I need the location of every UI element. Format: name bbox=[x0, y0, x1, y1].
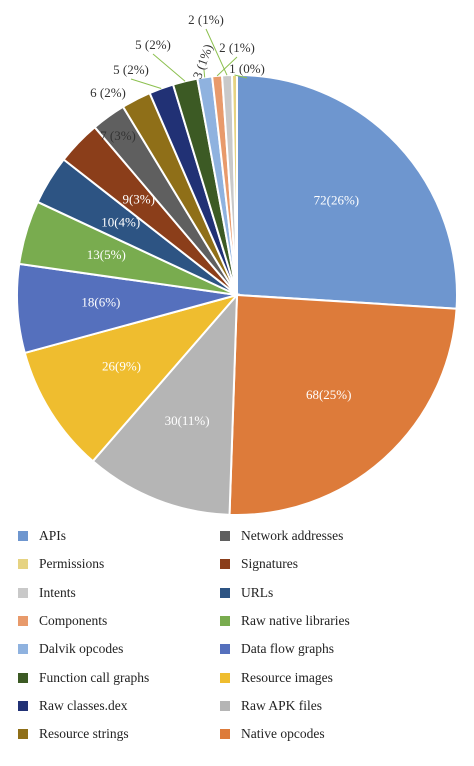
slice-label-components: 2 (1%) bbox=[219, 40, 255, 55]
legend-item-intents: Intents bbox=[18, 585, 76, 601]
pie-chart: 72(26%) 68(25%) 30(11%) 26(9%) 18(6%) 13(5%) 1… bbox=[16, 12, 458, 516]
pie-slices bbox=[16, 73, 458, 516]
legend-swatch bbox=[18, 644, 28, 655]
legend-swatch bbox=[220, 729, 230, 740]
legend-swatch bbox=[220, 672, 230, 683]
slice-label-intents: 2 (1%) bbox=[188, 12, 224, 27]
legend-label: Permissions bbox=[39, 556, 105, 572]
slice-label-function-call-graphs: 5 (2%) bbox=[135, 37, 171, 52]
legend-swatch bbox=[18, 587, 28, 598]
legend-swatch bbox=[220, 531, 230, 541]
legend-label: Raw native libraries bbox=[241, 612, 350, 628]
legend-item-raw-apk-files: Raw APK files bbox=[220, 698, 322, 714]
slice-label-raw-native-libraries: 13(5%) bbox=[87, 247, 126, 262]
legend-item-apis: APIs bbox=[18, 528, 66, 544]
legend-swatch bbox=[220, 700, 230, 711]
pie-slice-resource-images bbox=[23, 293, 240, 463]
slice-label-native-opcodes: 68(25%) bbox=[306, 387, 352, 402]
slice-label-resource-strings: 6 (2%) bbox=[90, 85, 126, 100]
pie-slice-apis bbox=[236, 73, 458, 310]
pie-slice-native-opcodes bbox=[228, 293, 458, 516]
leader-line-components bbox=[216, 56, 238, 77]
legend-item-permissions: Permissions bbox=[18, 556, 104, 572]
legend-label: Dalvik opcodes bbox=[39, 641, 124, 657]
legend-swatch bbox=[18, 559, 28, 570]
legend-item-components: Components bbox=[18, 613, 107, 629]
legend-label: URLs bbox=[241, 584, 274, 600]
legend-label: Resource images bbox=[241, 669, 333, 685]
slice-label-dalvik-opcodes: 3 (1%) bbox=[189, 42, 215, 81]
legend-item-dalvik-opcodes: Dalvik opcodes bbox=[18, 641, 123, 657]
legend-item-resource-images: Resource images bbox=[220, 670, 333, 686]
legend-item-resource-strings: Resource strings bbox=[18, 726, 129, 742]
legend-label: Function call graphs bbox=[39, 669, 150, 685]
legend-item-urls: URLs bbox=[220, 585, 273, 601]
legend-swatch bbox=[220, 587, 230, 598]
legend-swatch bbox=[18, 531, 28, 541]
legend-label: Components bbox=[39, 612, 108, 628]
legend-swatch bbox=[220, 615, 230, 626]
slice-labels: 72(26%) 68(25%) 30(11%) 26(9%) 18(6%) 13(5%) 1… bbox=[81, 12, 359, 428]
legend-swatch bbox=[18, 672, 28, 683]
legend-label: Raw APK files bbox=[241, 697, 322, 713]
slice-label-apis: 72(26%) bbox=[314, 193, 360, 208]
slice-label-permissions: 1 (0%) bbox=[229, 61, 265, 76]
legend-label: Network addresses bbox=[241, 528, 344, 543]
slice-label-signatures: 9(3%) bbox=[122, 191, 155, 206]
legend-item-function-call-graphs: Function call graphs bbox=[18, 670, 149, 686]
slice-label-resource-images: 26(9%) bbox=[102, 359, 141, 374]
slice-label-raw-classes-dex: 5 (2%) bbox=[113, 62, 149, 77]
slice-label-urls: 10(4%) bbox=[101, 215, 140, 230]
pie-slice-raw-apk-files bbox=[91, 292, 239, 516]
legend-swatch bbox=[18, 729, 28, 740]
leader-line-dalvik-opcodes bbox=[203, 69, 206, 78]
leader-line-intents bbox=[205, 28, 228, 76]
slice-label-network-addresses: 7 (3%) bbox=[100, 128, 136, 143]
legend-item-raw-classes-dex: Raw classes.dex bbox=[18, 698, 127, 714]
leader-line-permissions bbox=[234, 74, 248, 79]
legend-item-data-flow-graphs: Data flow graphs bbox=[220, 641, 334, 657]
leader-line-function-call-graphs bbox=[152, 53, 186, 82]
legend-swatch bbox=[220, 644, 230, 655]
legend-swatch bbox=[220, 559, 230, 570]
legend-label: Intents bbox=[39, 584, 76, 600]
legend-item-native-opcodes: Native opcodes bbox=[220, 726, 325, 742]
slice-label-raw-apk-files: 30(11%) bbox=[165, 413, 210, 428]
legend-label: Data flow graphs bbox=[241, 641, 334, 657]
legend-label: Raw classes.dex bbox=[39, 697, 128, 713]
legend-swatch bbox=[18, 700, 28, 711]
legend-item-signatures: Signatures bbox=[220, 556, 298, 572]
slice-label-data-flow-graphs: 18(6%) bbox=[81, 294, 120, 309]
leader-lines bbox=[130, 28, 248, 89]
legend-label: Resource strings bbox=[39, 726, 129, 742]
legend-label: Signatures bbox=[241, 556, 298, 572]
leader-line-raw-classes-dex bbox=[130, 78, 162, 89]
legend-label: APIs bbox=[39, 528, 67, 543]
legend-label: Native opcodes bbox=[241, 726, 325, 742]
legend-item-raw-native-libraries: Raw native libraries bbox=[220, 613, 350, 629]
legend-swatch bbox=[18, 615, 28, 626]
legend-item-network-addresses: Network addresses bbox=[220, 528, 343, 544]
